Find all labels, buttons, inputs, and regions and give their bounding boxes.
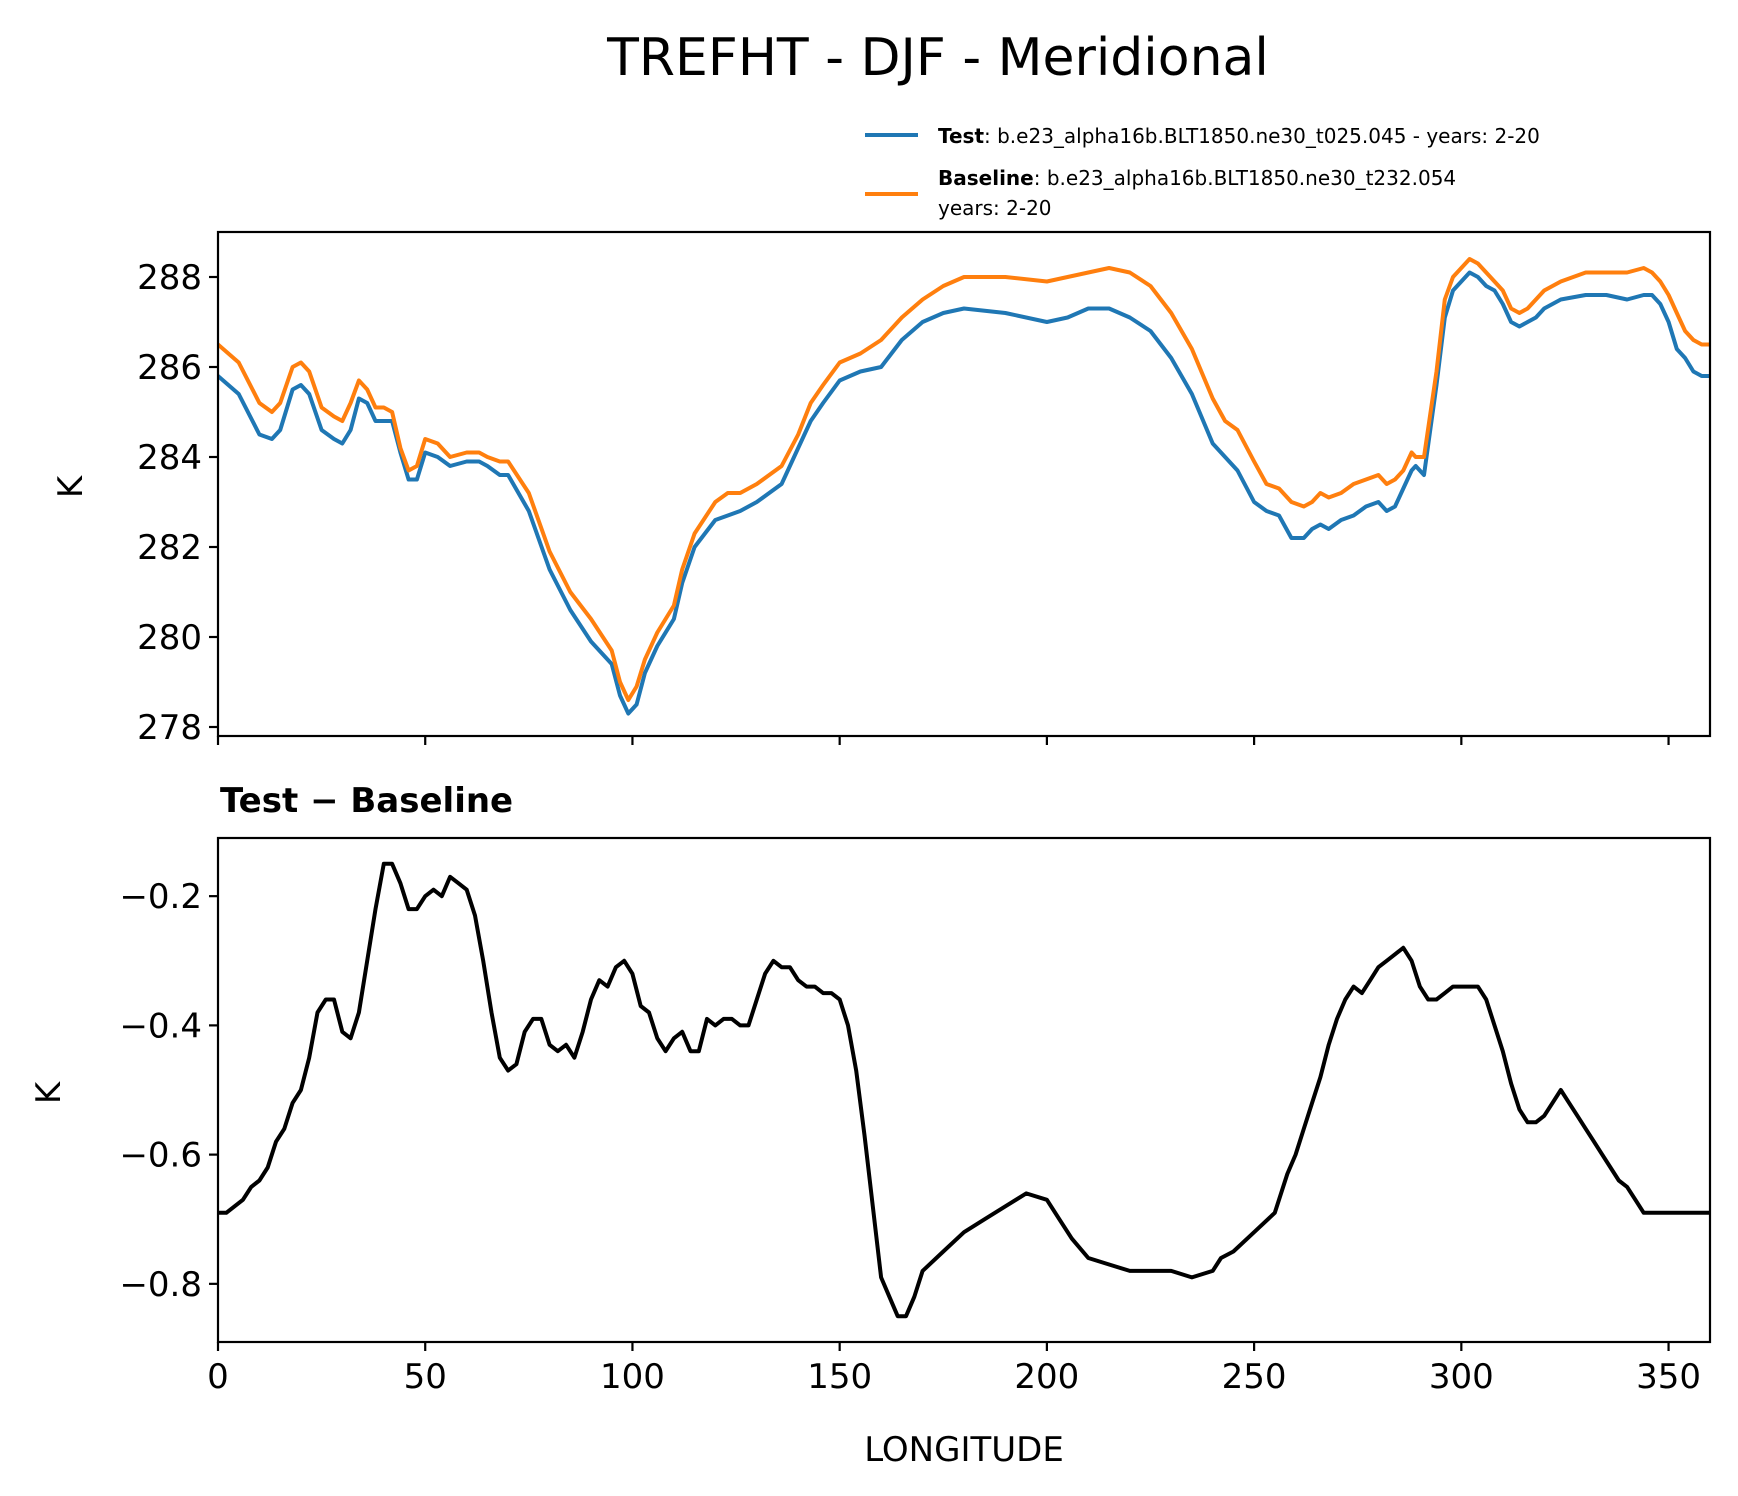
top-y-ticks: 278 280 282 284 286 288 bbox=[137, 258, 218, 748]
bottom-y-tick-label: −0.6 bbox=[119, 1136, 202, 1176]
x-tick-label: 100 bbox=[600, 1357, 665, 1397]
top-y-axis-label: K bbox=[51, 474, 91, 498]
bottom-y-tick-label: −0.4 bbox=[119, 1006, 202, 1046]
top-y-tick-label: 288 bbox=[137, 258, 202, 298]
top-y-tick-label: 284 bbox=[137, 438, 202, 478]
bottom-series-group bbox=[218, 861, 1710, 1319]
bottom-x-ticks: 0 50 100 150 200 250 300 350 bbox=[207, 1342, 1701, 1397]
x-tick-label: 350 bbox=[1636, 1357, 1701, 1397]
bottom-plot-frame bbox=[216, 836, 1712, 1344]
x-axis-label: LONGITUDE bbox=[864, 1430, 1064, 1470]
top-y-tick-label: 280 bbox=[137, 618, 202, 658]
top-series-group bbox=[218, 257, 1710, 716]
top-y-tick-label: 278 bbox=[137, 708, 202, 748]
legend-test-label: Test: b.e23_alpha16b.BLT1850.ne30_t025.0… bbox=[938, 124, 1540, 148]
legend-baseline-years: years: 2-20 bbox=[938, 196, 1052, 220]
top-y-tick-label: 282 bbox=[137, 528, 202, 568]
x-tick-label: 200 bbox=[1014, 1357, 1079, 1397]
bottom-series-line-test-baseline bbox=[218, 861, 1710, 1319]
top-plot-frame bbox=[216, 230, 1712, 738]
bottom-panel: Test − Baseline −0.8 −0.6 −0.4 −0.2 0 50 100 1… bbox=[29, 781, 1712, 1470]
bottom-y-tick-label: −0.8 bbox=[119, 1265, 202, 1305]
legend-baseline-label: Baseline: b.e23_alpha16b.BLT1850.ne30_t2… bbox=[938, 166, 1456, 190]
bottom-y-ticks: −0.8 −0.6 −0.4 −0.2 bbox=[119, 877, 218, 1305]
difference-panel-title: Test − Baseline bbox=[220, 781, 513, 821]
legend: Test: b.e23_alpha16b.BLT1850.ne30_t025.0… bbox=[865, 124, 1540, 220]
x-tick-label: 250 bbox=[1222, 1357, 1287, 1397]
bottom-y-tick-label: −0.2 bbox=[119, 877, 202, 917]
bottom-y-axis-label: K bbox=[29, 1080, 69, 1104]
top-panel: 278 280 282 284 286 288 K bbox=[51, 230, 1712, 748]
x-tick-label: 300 bbox=[1429, 1357, 1494, 1397]
x-tick-label: 0 bbox=[207, 1357, 229, 1397]
top-series-line-baseline bbox=[218, 257, 1710, 702]
top-series-line-test bbox=[218, 270, 1710, 716]
x-tick-label: 150 bbox=[807, 1357, 872, 1397]
top-x-ticks bbox=[216, 736, 1670, 745]
chart-title: TREFHT - DJF - Meridional bbox=[606, 28, 1269, 88]
x-tick-label: 50 bbox=[404, 1357, 447, 1397]
top-y-tick-label: 286 bbox=[137, 348, 202, 388]
